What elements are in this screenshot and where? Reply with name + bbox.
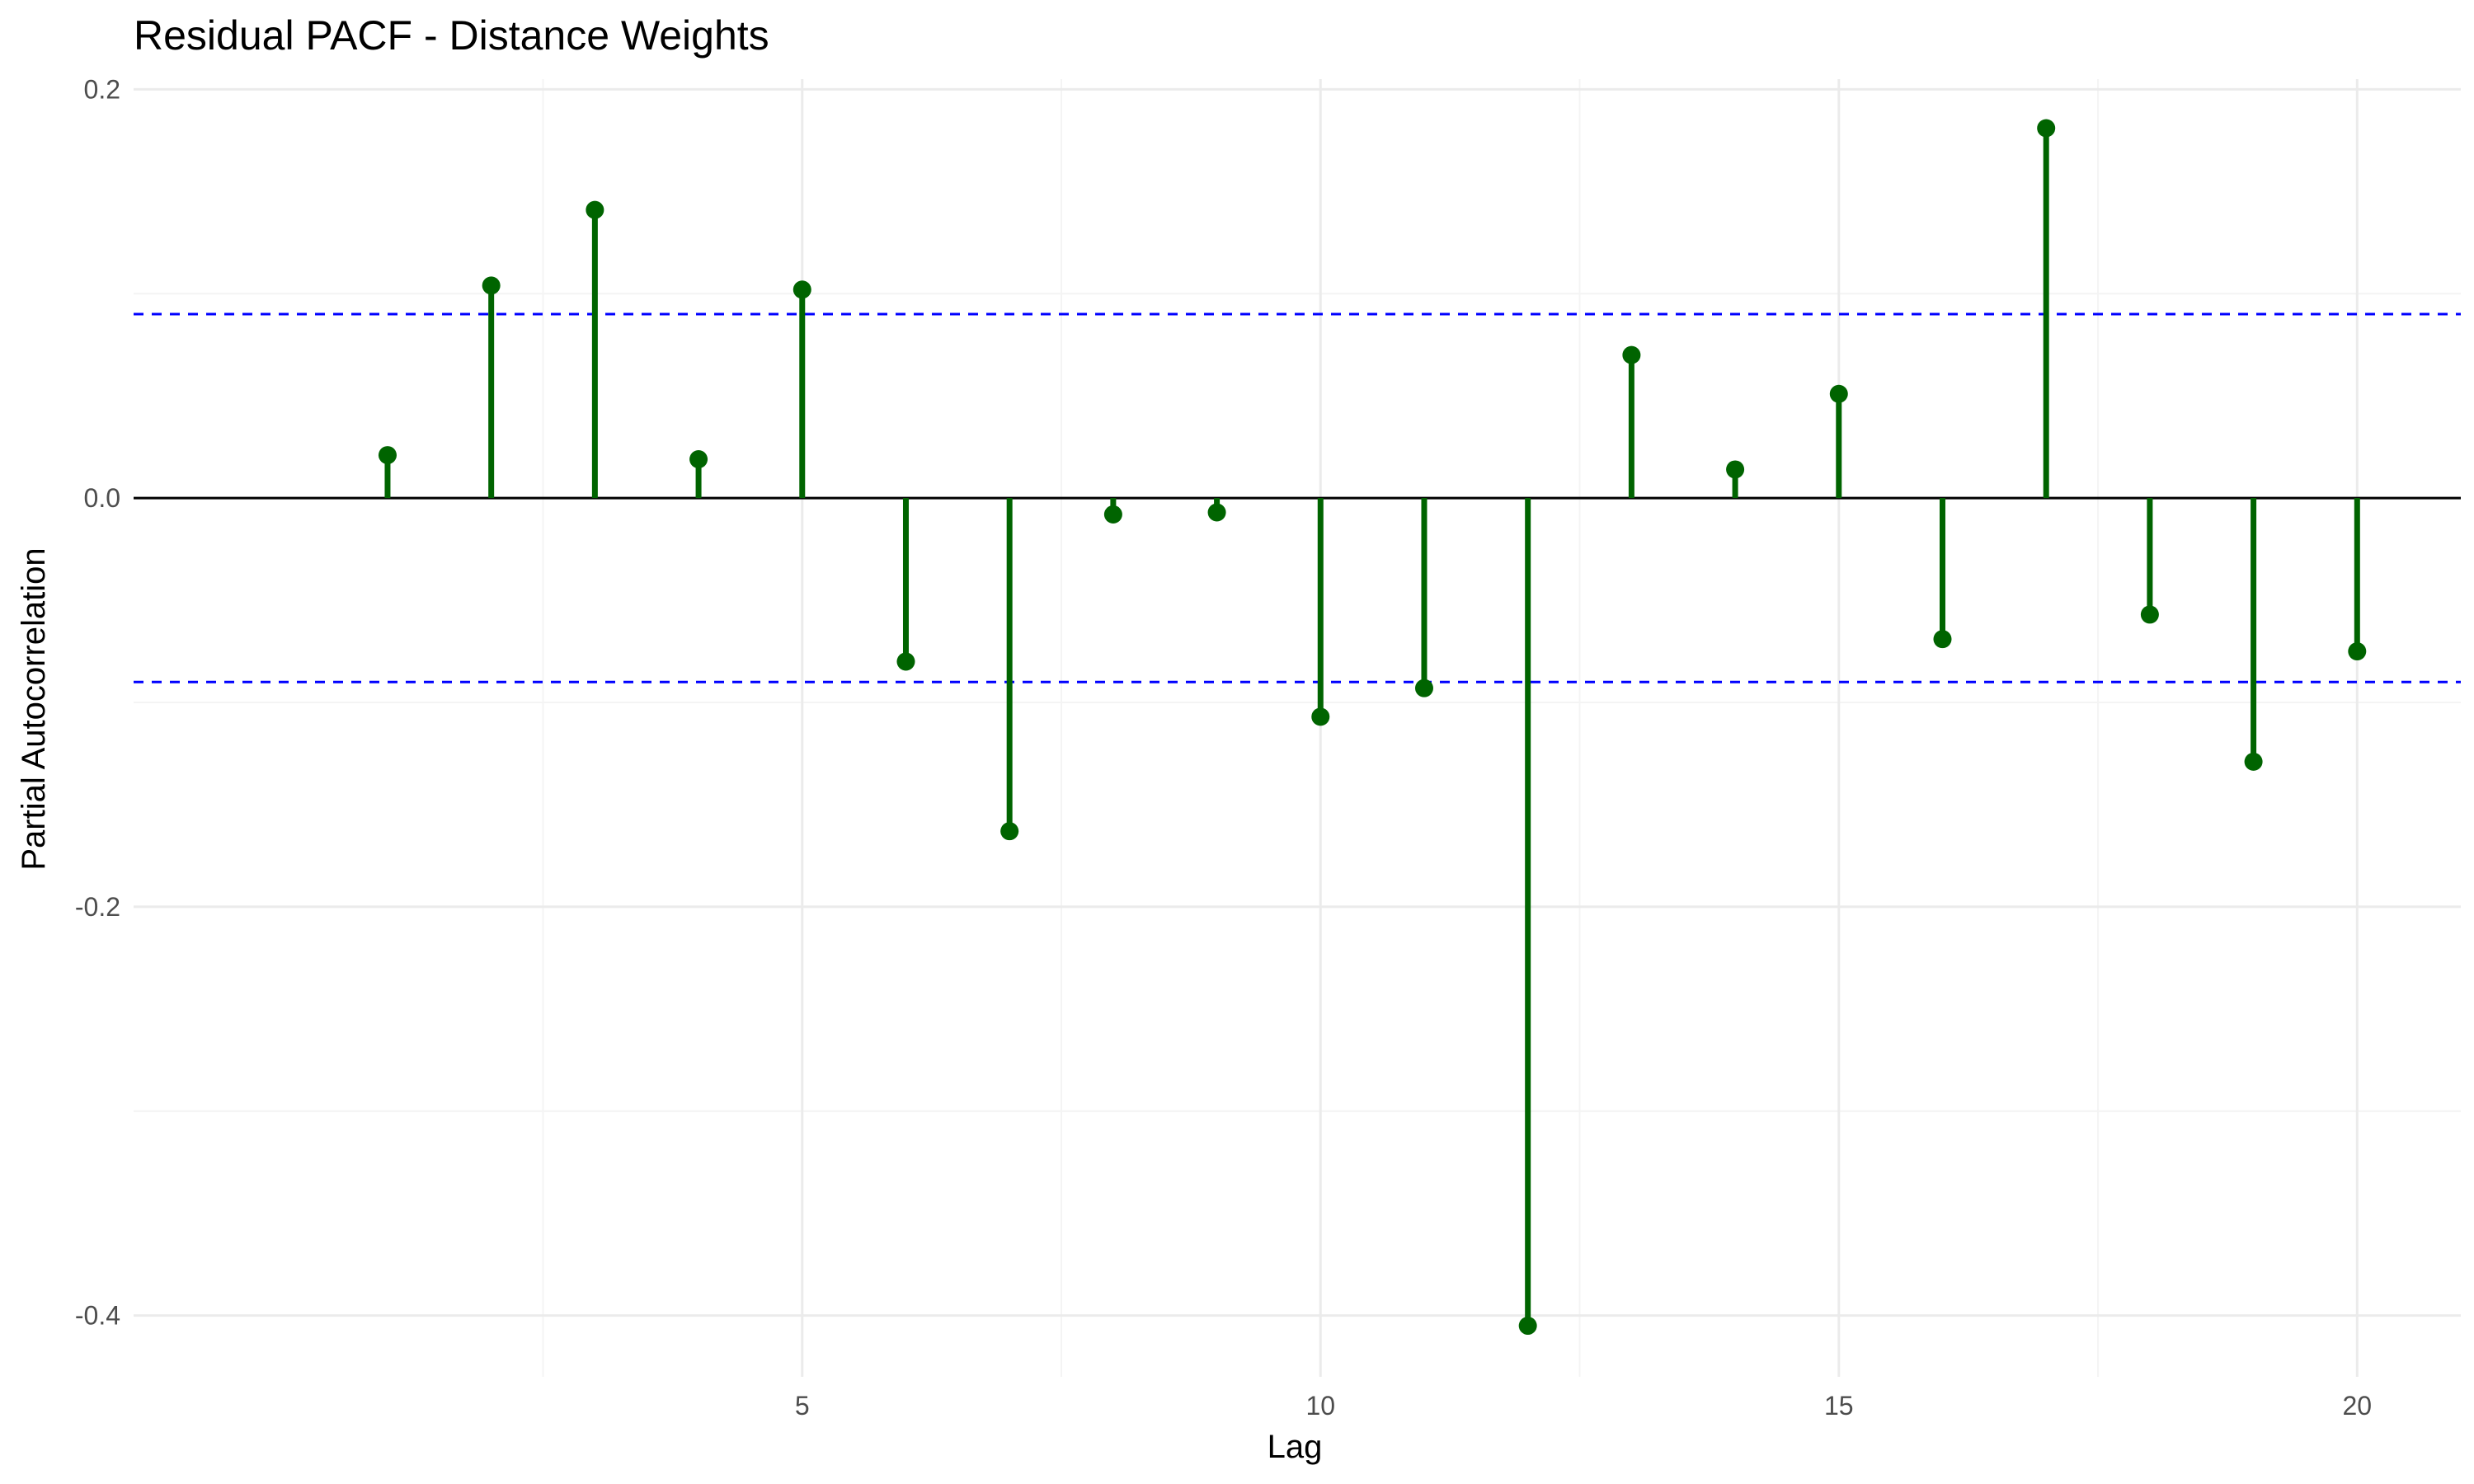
pacf-point xyxy=(1103,505,1122,524)
pacf-point xyxy=(1726,460,1745,479)
y-tick-label: -0.4 xyxy=(75,1301,120,1331)
pacf-point xyxy=(689,450,708,469)
y-tick-label: 0.0 xyxy=(84,483,120,513)
y-axis-title: Partial Autocorrelation xyxy=(16,547,52,870)
pacf-point xyxy=(2140,605,2159,624)
pacf-point xyxy=(1207,503,1226,522)
pacf-point xyxy=(1829,384,1848,403)
pacf-point xyxy=(1622,345,1641,364)
y-tick-label: 0.2 xyxy=(84,74,120,104)
stems xyxy=(384,128,2360,1327)
confidence-bounds xyxy=(134,312,2461,683)
pacf-point xyxy=(586,200,604,219)
pacf-point xyxy=(378,446,397,465)
pacf-point xyxy=(482,276,501,295)
pacf-point xyxy=(1311,707,1330,726)
pacf-point xyxy=(1518,1317,1537,1336)
pacf-point xyxy=(2244,752,2263,771)
y-axis-ticks: -0.4 -0.2 0.0 0.2 xyxy=(75,74,120,1330)
chart-title: Residual PACF - Distance Weights xyxy=(134,12,769,59)
pacf-point xyxy=(1000,822,1019,841)
x-axis-ticks: 5 10 15 20 xyxy=(795,1391,2372,1421)
x-tick-label: 15 xyxy=(1824,1391,1854,1421)
x-axis-title: Lag xyxy=(1268,1429,1323,1465)
pacf-point xyxy=(1933,630,1952,649)
x-tick-label: 20 xyxy=(2343,1391,2373,1421)
y-tick-label: -0.2 xyxy=(75,892,120,922)
minor-grid xyxy=(134,79,2461,1377)
points xyxy=(378,119,2367,1336)
x-tick-label: 5 xyxy=(795,1391,810,1421)
pacf-point xyxy=(793,280,811,299)
pacf-point xyxy=(896,652,915,671)
pacf-point xyxy=(2037,119,2056,138)
pacf-point xyxy=(2348,642,2367,661)
pacf-point xyxy=(1414,679,1433,697)
x-tick-label: 10 xyxy=(1305,1391,1335,1421)
